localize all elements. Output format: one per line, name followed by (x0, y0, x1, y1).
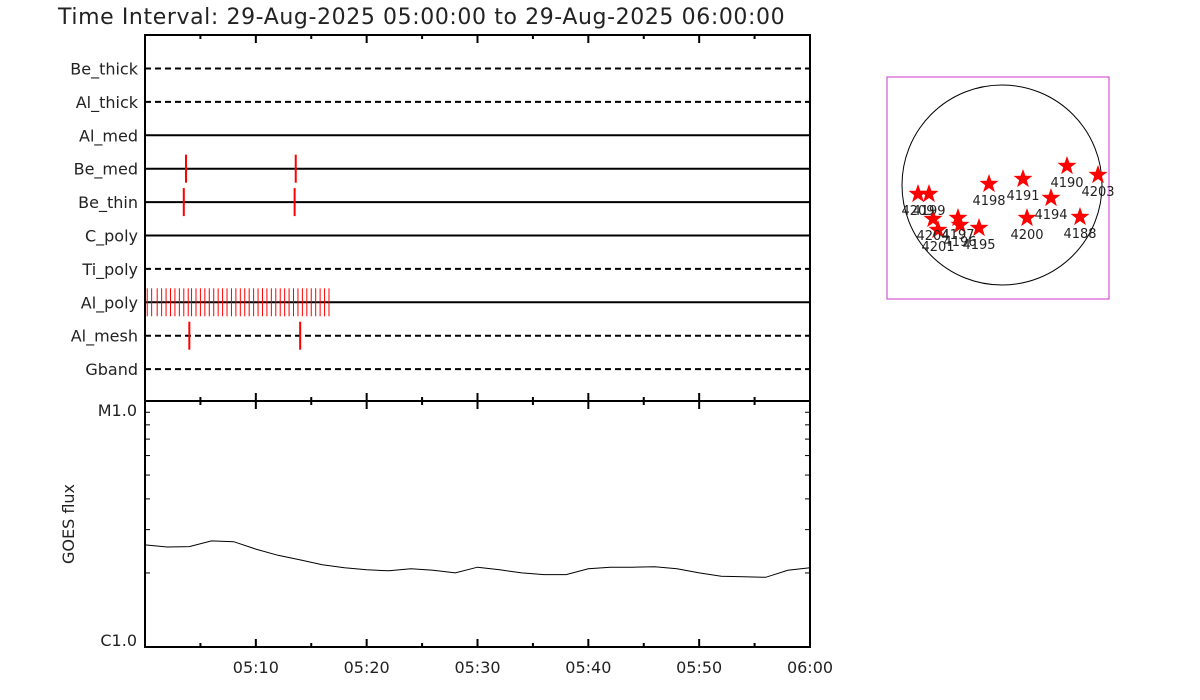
channel-label: Al_thick (76, 93, 139, 113)
goes-flux-line (144, 540, 811, 578)
x-tick-label: 06:00 (787, 658, 833, 677)
channel-label: Be_med (74, 160, 138, 180)
goes-y-ticks (145, 411, 810, 574)
active-region-star (1017, 208, 1037, 227)
channel-label: Ti_poly (81, 260, 138, 280)
active-region-label: 4200 (1010, 228, 1043, 243)
active-region-star (919, 184, 939, 203)
active-region-label: 4194 (1034, 208, 1067, 223)
active-region-label: 4197 (941, 228, 974, 243)
disk-frame (886, 76, 1110, 300)
timeline-ticks (199, 35, 756, 401)
active-region-label: 4209 (901, 204, 934, 219)
goes-x-ticks: 05:10 05:20 05:30 05:40 05:50 06:00 (199, 401, 833, 677)
active-region-label: 4199 (912, 204, 945, 219)
y-tick-label-bottom: C1.0 (100, 631, 137, 650)
channel-timeline-panel: Be_thick Al_thick Al_med Be_med Be_thin C_pol… (70, 34, 811, 402)
active-region-label: 4191 (1006, 189, 1039, 204)
channel-label: Be_thick (70, 60, 138, 80)
goes-frame (144, 400, 811, 648)
active-region-star (1088, 165, 1108, 184)
active-region-label: 4190 (1050, 176, 1083, 191)
active-region-label: 4203 (1081, 185, 1114, 200)
x-tick-label: 05:50 (676, 658, 722, 677)
active-region-label: 4204 (916, 229, 949, 244)
x-tick-label: 05:30 (454, 658, 500, 677)
active-region-star (948, 208, 968, 227)
channel-label: Be_thin (78, 193, 138, 213)
active-region-star (1070, 207, 1090, 226)
goes-y-axis-label: GOES flux (59, 484, 78, 564)
time-interval-title: Time Interval: 29-Aug-2025 05:00:00 to 2… (57, 5, 785, 30)
channel-label: Al_mesh (71, 327, 138, 347)
y-tick-label-top: M1.0 (98, 401, 137, 420)
active-region-star (908, 184, 928, 203)
channel-events (146, 154, 330, 350)
active-region-star (979, 174, 999, 193)
active-region-star (950, 215, 970, 234)
channel-label: Gband (85, 360, 138, 379)
active-region-star (928, 220, 948, 239)
active-region-star (1013, 169, 1033, 188)
active-region-label: 4188 (1063, 227, 1096, 242)
channel-rows: Be_thick Al_thick Al_med Be_med Be_thin C_pol… (70, 60, 810, 379)
x-tick-label: 05:40 (565, 658, 611, 677)
active-region-star (1041, 188, 1061, 207)
active-region-label: 4201 (921, 240, 954, 255)
active-region-label: 4195 (962, 238, 995, 253)
solar-limb (901, 84, 1103, 286)
channel-label: Al_med (79, 126, 138, 146)
goes-flux-panel: 05:10 05:20 05:30 05:40 05:50 06:00 M1.0 C1.0… (59, 400, 833, 677)
x-tick-label: 05:10 (233, 658, 279, 677)
active-region-star (923, 209, 943, 228)
channel-label: Al_poly (81, 293, 138, 313)
active-region-star (1057, 156, 1077, 175)
active-region-label: 4196 (943, 235, 976, 250)
active-region-star (969, 218, 989, 237)
channel-label: C_poly (85, 227, 138, 247)
active-region-label: 4198 (972, 194, 1005, 209)
timeline-frame (144, 34, 811, 402)
x-tick-label: 05:20 (344, 658, 390, 677)
